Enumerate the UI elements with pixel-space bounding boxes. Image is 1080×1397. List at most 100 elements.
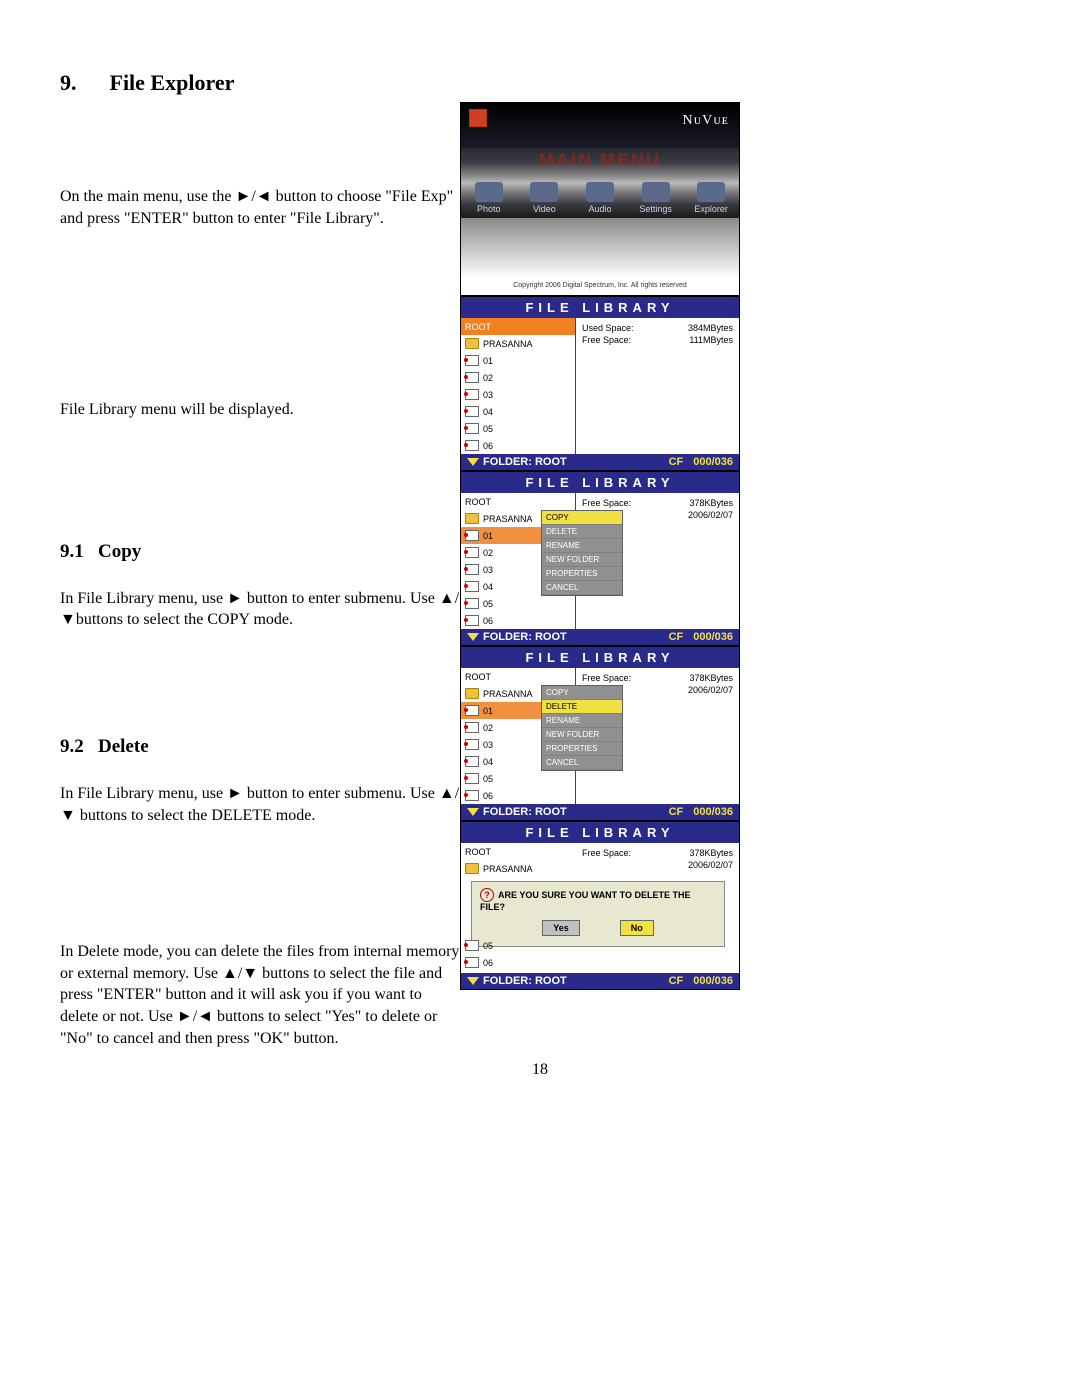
- file-row[interactable]: 06: [461, 437, 575, 454]
- file-icon: [465, 440, 479, 451]
- context-menu: COPY DELETE RENAME NEW FOLDER PROPERTIES…: [541, 510, 623, 596]
- explorer-icon: [697, 182, 725, 202]
- root-row[interactable]: ROOT: [461, 668, 575, 685]
- file-icon: [465, 355, 479, 366]
- file-row[interactable]: 05: [461, 595, 575, 612]
- ctx-copy[interactable]: COPY: [542, 686, 622, 700]
- menu-item-photo[interactable]: Photo: [464, 182, 514, 214]
- down-arrow-icon: [467, 808, 479, 816]
- file-library-footer: FOLDER: ROOT CF 000/036: [461, 454, 739, 470]
- file-icon: [465, 372, 479, 383]
- copyright-text: Copyright 2006 Digital Spectrum, Inc. Al…: [461, 278, 739, 295]
- file-icon: [465, 773, 479, 784]
- ctx-cancel[interactable]: CANCEL: [542, 756, 622, 770]
- file-library-header: FILE LIBRARY: [461, 297, 739, 318]
- audio-icon: [586, 182, 614, 202]
- root-row[interactable]: ROOT: [461, 493, 575, 510]
- file-icon: [465, 389, 479, 400]
- file-row[interactable]: 06: [465, 954, 493, 971]
- ctx-delete[interactable]: DELETE: [542, 525, 622, 539]
- file-icon: [465, 615, 479, 626]
- file-library-footer: FOLDER: ROOT CF 000/036: [461, 804, 739, 820]
- date-row: 2006/02/07: [578, 859, 737, 871]
- context-menu: COPY DELETE RENAME NEW FOLDER PROPERTIES…: [541, 685, 623, 771]
- root-row[interactable]: ROOT: [461, 843, 576, 860]
- ctx-cancel[interactable]: CANCEL: [542, 581, 622, 595]
- root-row[interactable]: ROOT: [461, 318, 575, 335]
- free-space-row: Free Space:111MBytes: [578, 334, 737, 346]
- ctx-delete[interactable]: DELETE: [542, 700, 622, 714]
- file-row[interactable]: 05: [465, 937, 493, 954]
- menu-item-explorer[interactable]: Explorer: [686, 182, 736, 214]
- main-menu-title: MAIN MENU: [539, 150, 661, 171]
- file-row[interactable]: 01: [461, 352, 575, 369]
- ctx-rename[interactable]: RENAME: [542, 539, 622, 553]
- copy-paragraph: In File Library menu, use ► button to en…: [60, 588, 460, 631]
- screenshot-file-library-1: FILE LIBRARY ROOT PRASANNA 01 02 03 04 0…: [460, 296, 740, 471]
- section-title-text: File Explorer: [110, 70, 235, 95]
- section-number: 9.: [60, 70, 77, 95]
- ctx-rename[interactable]: RENAME: [542, 714, 622, 728]
- file-row[interactable]: 06: [461, 787, 575, 804]
- file-icon: [465, 739, 479, 750]
- file-library-header: FILE LIBRARY: [461, 822, 739, 843]
- file-icon: [465, 564, 479, 575]
- intro-paragraph: On the main menu, use the ►/◄ button to …: [60, 186, 460, 229]
- file-row[interactable]: 03: [461, 386, 575, 403]
- screenshot-file-library-confirm: FILE LIBRARY ROOT PRASANNA Free Space:37…: [460, 821, 740, 990]
- file-icon: [465, 722, 479, 733]
- ctx-new-folder[interactable]: NEW FOLDER: [542, 728, 622, 742]
- file-row[interactable]: 06: [461, 612, 575, 629]
- file-row[interactable]: 05: [461, 770, 575, 787]
- subsection-copy: 9.1 Copy: [60, 541, 460, 563]
- menu-item-video[interactable]: Video: [519, 182, 569, 214]
- ctx-properties[interactable]: PROPERTIES: [542, 567, 622, 581]
- down-arrow-icon: [467, 633, 479, 641]
- question-icon: ?: [480, 888, 494, 902]
- folder-icon: [465, 688, 479, 699]
- file-row[interactable]: 05: [461, 420, 575, 437]
- file-icon: [465, 530, 479, 541]
- delete-paragraph-2: In Delete mode, you can delete the files…: [60, 941, 460, 1049]
- settings-icon: [642, 182, 670, 202]
- file-icon: [465, 756, 479, 767]
- screenshot-file-library-delete: FILE LIBRARY ROOT PRASANNA 01 02 03 04 0…: [460, 646, 740, 821]
- menu-item-settings[interactable]: Settings: [631, 182, 681, 214]
- subsection-delete: 9.2 Delete: [60, 736, 460, 758]
- file-icon: [465, 423, 479, 434]
- file-row[interactable]: 04: [461, 403, 575, 420]
- file-icon: [465, 581, 479, 592]
- file-icon: [465, 406, 479, 417]
- dialog-message: ARE YOU SURE YOU WANT TO DELETE THE FILE…: [480, 890, 691, 912]
- menu-item-audio[interactable]: Audio: [575, 182, 625, 214]
- down-arrow-icon: [467, 458, 479, 466]
- folder-row[interactable]: PRASANNA: [461, 335, 575, 352]
- section-heading: 9. File Explorer: [60, 70, 460, 96]
- used-space-row: Used Space:384MBytes: [578, 322, 737, 334]
- folder-icon: [465, 513, 479, 524]
- photo-icon: [475, 182, 503, 202]
- folder-icon: [465, 863, 479, 874]
- ctx-new-folder[interactable]: NEW FOLDER: [542, 553, 622, 567]
- down-arrow-icon: [467, 977, 479, 985]
- file-library-header: FILE LIBRARY: [461, 647, 739, 668]
- device-logo-icon: [469, 109, 487, 127]
- folder-row[interactable]: PRASANNA: [461, 860, 576, 877]
- file-library-footer: FOLDER: ROOT CF 000/036: [461, 973, 739, 989]
- file-icon: [465, 598, 479, 609]
- file-icon: [465, 705, 479, 716]
- yes-button[interactable]: Yes: [542, 920, 580, 936]
- page-number: 18: [532, 1061, 548, 1079]
- confirm-dialog: ?ARE YOU SURE YOU WANT TO DELETE THE FIL…: [471, 881, 725, 947]
- free-space-row: Free Space:378KBytes: [578, 847, 737, 859]
- free-space-row: Free Space:378KBytes: [578, 672, 737, 684]
- file-row[interactable]: 02: [461, 369, 575, 386]
- file-icon: [465, 790, 479, 801]
- free-space-row: Free Space:378KBytes: [578, 497, 737, 509]
- ctx-properties[interactable]: PROPERTIES: [542, 742, 622, 756]
- brand-label: NᴜVᴜᴇ: [683, 113, 729, 129]
- no-button[interactable]: No: [620, 920, 654, 936]
- ctx-copy[interactable]: COPY: [542, 511, 622, 525]
- delete-paragraph: In File Library menu, use ► button to en…: [60, 783, 460, 826]
- file-icon: [465, 547, 479, 558]
